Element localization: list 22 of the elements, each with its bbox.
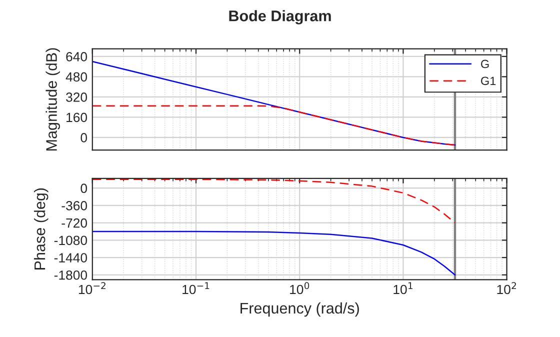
y-tick-label: 0 (80, 184, 88, 194)
y-tick-label: 160 (66, 112, 88, 122)
legend-label: G1 (481, 76, 496, 86)
x-tick-label: 10$^{−2}$ (78, 282, 106, 294)
y-tick-label: 480 (66, 72, 88, 82)
y-tick-label: 320 (66, 92, 88, 102)
legend-label: G (481, 60, 489, 68)
x-tick-label: 10$^{1}$ (394, 282, 412, 294)
y-tick-label: -1800 (54, 270, 88, 280)
y-tick-label: 640 (66, 52, 88, 62)
y-tick-label: -1080 (54, 236, 88, 246)
x-tick-label: 10$^{−1}$ (182, 282, 210, 294)
y-tick-label: -1440 (54, 253, 88, 262)
x-tick-label: 10$^{2}$ (497, 282, 516, 294)
y-tick-label: -720 (62, 218, 88, 228)
y-tick-label: -360 (62, 201, 88, 210)
x-tick-label: 10$^{0}$ (290, 282, 310, 294)
y-tick-label: 0 (80, 133, 88, 142)
y-axis-title: Magnitude (dB) (46, 48, 60, 150)
y-axis-title: Phase (deg) (34, 188, 48, 270)
chart-title: Bode Diagram (229, 10, 331, 24)
x-axis-title: Frequency (rad/s) (240, 302, 359, 317)
